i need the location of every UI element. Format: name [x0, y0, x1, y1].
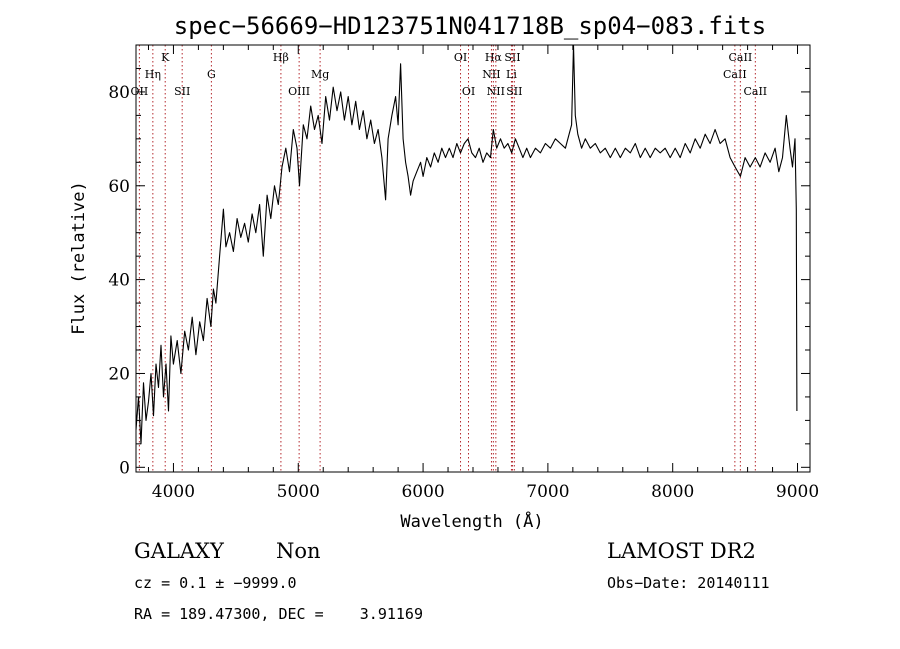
- survey-name: LAMOST DR2: [607, 539, 756, 563]
- x-tick-label: 8000: [651, 482, 694, 502]
- line-marker-label: Mg: [311, 68, 329, 81]
- object-class: GALAXY: [134, 539, 225, 563]
- coordinates-text: RA = 189.47300, DEC = 3.91169: [134, 605, 423, 623]
- chart-title: spec−56669−HD123751N041718B_sp04−083.fit…: [174, 12, 766, 40]
- axis-ticks: [136, 45, 810, 472]
- line-marker-label: SII: [174, 85, 190, 98]
- line-marker-label: CaII: [743, 85, 767, 98]
- x-tick-label: 7000: [526, 482, 569, 502]
- plot-frame: [135, 44, 811, 473]
- y-tick-label: 60: [108, 177, 130, 197]
- redshift-text: cz = 0.1 ± −9999.0: [134, 574, 297, 592]
- y-tick-labels: 0 20 40 60 80: [108, 83, 130, 478]
- x-tick-labels: 4000 5000 6000 7000 8000 9000: [152, 482, 819, 502]
- line-marker-label: SII: [506, 85, 522, 98]
- line-marker-label: NII: [482, 68, 500, 81]
- x-tick-label: 9000: [776, 482, 819, 502]
- line-marker-label: OIII: [288, 85, 310, 98]
- x-tick-label: 4000: [152, 482, 195, 502]
- line-marker-label: Li: [506, 68, 517, 81]
- line-marker-label: NII: [487, 85, 505, 98]
- y-tick-label: 0: [119, 458, 130, 478]
- y-tick-label: 80: [108, 83, 130, 103]
- y-tick-label: 20: [108, 364, 130, 384]
- x-tick-label: 5000: [277, 482, 320, 502]
- line-marker-label: SII: [504, 51, 520, 64]
- line-marker-label: Hα: [485, 51, 503, 64]
- y-tick-label: 40: [108, 271, 130, 291]
- line-marker-label: G: [207, 68, 216, 81]
- line-marker-label: K: [161, 51, 170, 64]
- x-axis-title: Wavelength (Å): [400, 510, 543, 532]
- line-marker-label: CaII: [723, 68, 747, 81]
- line-marker-label: OI: [454, 51, 467, 64]
- line-marker-label: CaII: [729, 51, 753, 64]
- y-axis-title: Flux (relative): [69, 181, 89, 335]
- line-marker-label: Hη: [145, 68, 161, 81]
- spectral-line-markers: OIIHηKSIIGHβOIIIMgOIOIHαNIINIISIILiSIICa…: [131, 45, 767, 472]
- spectrum-line: [135, 44, 798, 445]
- series-layer: [135, 44, 798, 445]
- line-marker-label: OI: [462, 85, 475, 98]
- x-tick-label: 6000: [401, 482, 444, 502]
- obs-date: Obs−Date: 20140111: [607, 574, 770, 592]
- object-subclass: Non: [276, 539, 321, 563]
- line-marker-label: Hβ: [273, 51, 289, 64]
